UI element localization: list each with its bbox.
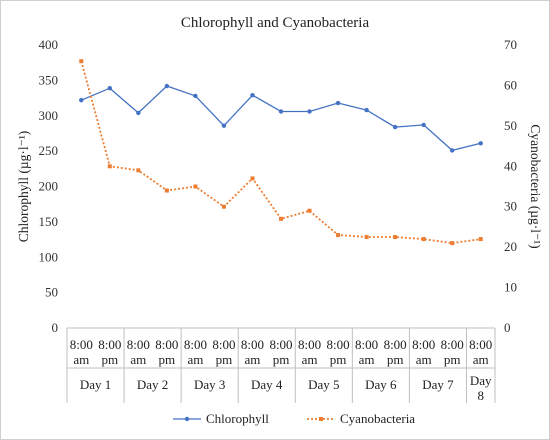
data-point-cyanobacteria xyxy=(79,59,84,64)
data-point-chlorophyll xyxy=(478,141,483,146)
x-time-label: 8:00 pm xyxy=(212,337,235,367)
chart-title: Chlorophyll and Cyanobacteria xyxy=(181,15,370,31)
x-day-label: Day 7 xyxy=(422,377,454,392)
x-time-label: 8:00 pm xyxy=(441,337,464,367)
x-day-label: Day 2 xyxy=(137,377,168,392)
x-time-label: 8:00 am xyxy=(298,337,321,367)
x-time-label: 8:00 pm xyxy=(327,337,350,367)
x-day-label: Day 4 xyxy=(251,377,283,392)
x-time-label: 8:00 pm xyxy=(384,337,407,367)
y-tick-label: 100 xyxy=(39,249,59,264)
y2-tick-label: 0 xyxy=(504,320,511,335)
x-time-label: 8:00 pm xyxy=(98,337,121,367)
x-time-label: 8:00 am xyxy=(70,337,93,367)
data-point-cyanobacteria xyxy=(193,184,198,189)
data-point-cyanobacteria xyxy=(421,237,426,242)
legend-marker xyxy=(184,416,190,422)
data-point-cyanobacteria xyxy=(164,188,169,193)
data-point-cyanobacteria xyxy=(250,176,255,181)
data-point-chlorophyll xyxy=(335,100,341,106)
data-point-cyanobacteria xyxy=(107,164,112,169)
data-point-chlorophyll xyxy=(307,109,312,114)
data-point-cyanobacteria xyxy=(393,235,398,240)
y-tick-label: 400 xyxy=(39,37,59,52)
y2-tick-label: 20 xyxy=(504,239,517,254)
x-day-label: Day 1 xyxy=(80,377,111,392)
y-tick-label: 350 xyxy=(39,72,59,87)
legend-label-cyanobacteria: Cyanobacteria xyxy=(340,411,415,426)
data-point-cyanobacteria xyxy=(307,208,312,213)
y2-tick-label: 40 xyxy=(504,158,517,173)
y-tick-label: 300 xyxy=(39,108,59,123)
data-point-chlorophyll xyxy=(364,107,369,113)
series-line-chlorophyll xyxy=(81,85,481,152)
data-point-chlorophyll xyxy=(107,85,113,91)
x-time-label: 8:00 am xyxy=(184,337,207,367)
data-point-cyanobacteria xyxy=(279,216,283,221)
y2-tick-label: 50 xyxy=(504,118,517,133)
legend-marker xyxy=(319,417,323,421)
y2-tick-label: 30 xyxy=(504,199,517,214)
x-time-label: 8:00 am xyxy=(127,337,150,367)
y2-tick-label: 70 xyxy=(504,37,517,52)
data-point-cyanobacteria xyxy=(478,237,483,242)
data-point-chlorophyll xyxy=(193,93,198,99)
y-tick-label: 250 xyxy=(39,143,59,158)
x-time-label: 8:00 am xyxy=(241,337,264,367)
y-tick-label: 50 xyxy=(45,285,58,300)
x-day-label: Day 3 xyxy=(194,377,225,392)
data-point-cyanobacteria xyxy=(136,168,141,173)
y-axis-label: Chlorophyll (µg·l⁻¹) xyxy=(16,131,31,243)
data-point-chlorophyll xyxy=(278,109,284,114)
x-day-label: Day 5 xyxy=(308,377,339,392)
data-point-chlorophyll xyxy=(250,93,255,98)
data-point-cyanobacteria xyxy=(336,233,341,238)
data-point-chlorophyll xyxy=(79,97,84,103)
x-time-label: 8:00 am xyxy=(355,337,378,367)
y-tick-label: 0 xyxy=(52,320,59,335)
y-tick-label: 200 xyxy=(39,179,59,194)
y2-axis-label: Cyanobacteria (µg·l⁻¹) xyxy=(528,124,543,248)
y-tick-label: 150 xyxy=(39,214,59,229)
x-time-label: 8:00 am xyxy=(469,337,492,367)
y2-tick-label: 10 xyxy=(504,280,517,295)
data-point-chlorophyll xyxy=(421,122,426,128)
series-line-cyanobacteria xyxy=(80,60,481,245)
data-point-chlorophyll xyxy=(221,123,227,128)
data-point-chlorophyll xyxy=(450,148,455,153)
data-point-cyanobacteria xyxy=(364,235,369,240)
legend-label-chlorophyll: Chlorophyll xyxy=(206,411,269,426)
x-day-label: Day 6 xyxy=(365,377,397,392)
data-point-chlorophyll xyxy=(164,83,170,89)
x-time-label: 8:00 pm xyxy=(269,337,292,367)
data-point-chlorophyll xyxy=(136,110,141,116)
x-day-label: Day 8 xyxy=(470,373,492,403)
x-time-label: 8:00 pm xyxy=(155,337,178,367)
data-point-cyanobacteria xyxy=(221,204,226,209)
data-point-cyanobacteria xyxy=(450,241,455,246)
data-point-chlorophyll xyxy=(392,124,398,130)
x-time-label: 8:00 am xyxy=(412,337,435,367)
y2-tick-label: 60 xyxy=(504,77,517,92)
